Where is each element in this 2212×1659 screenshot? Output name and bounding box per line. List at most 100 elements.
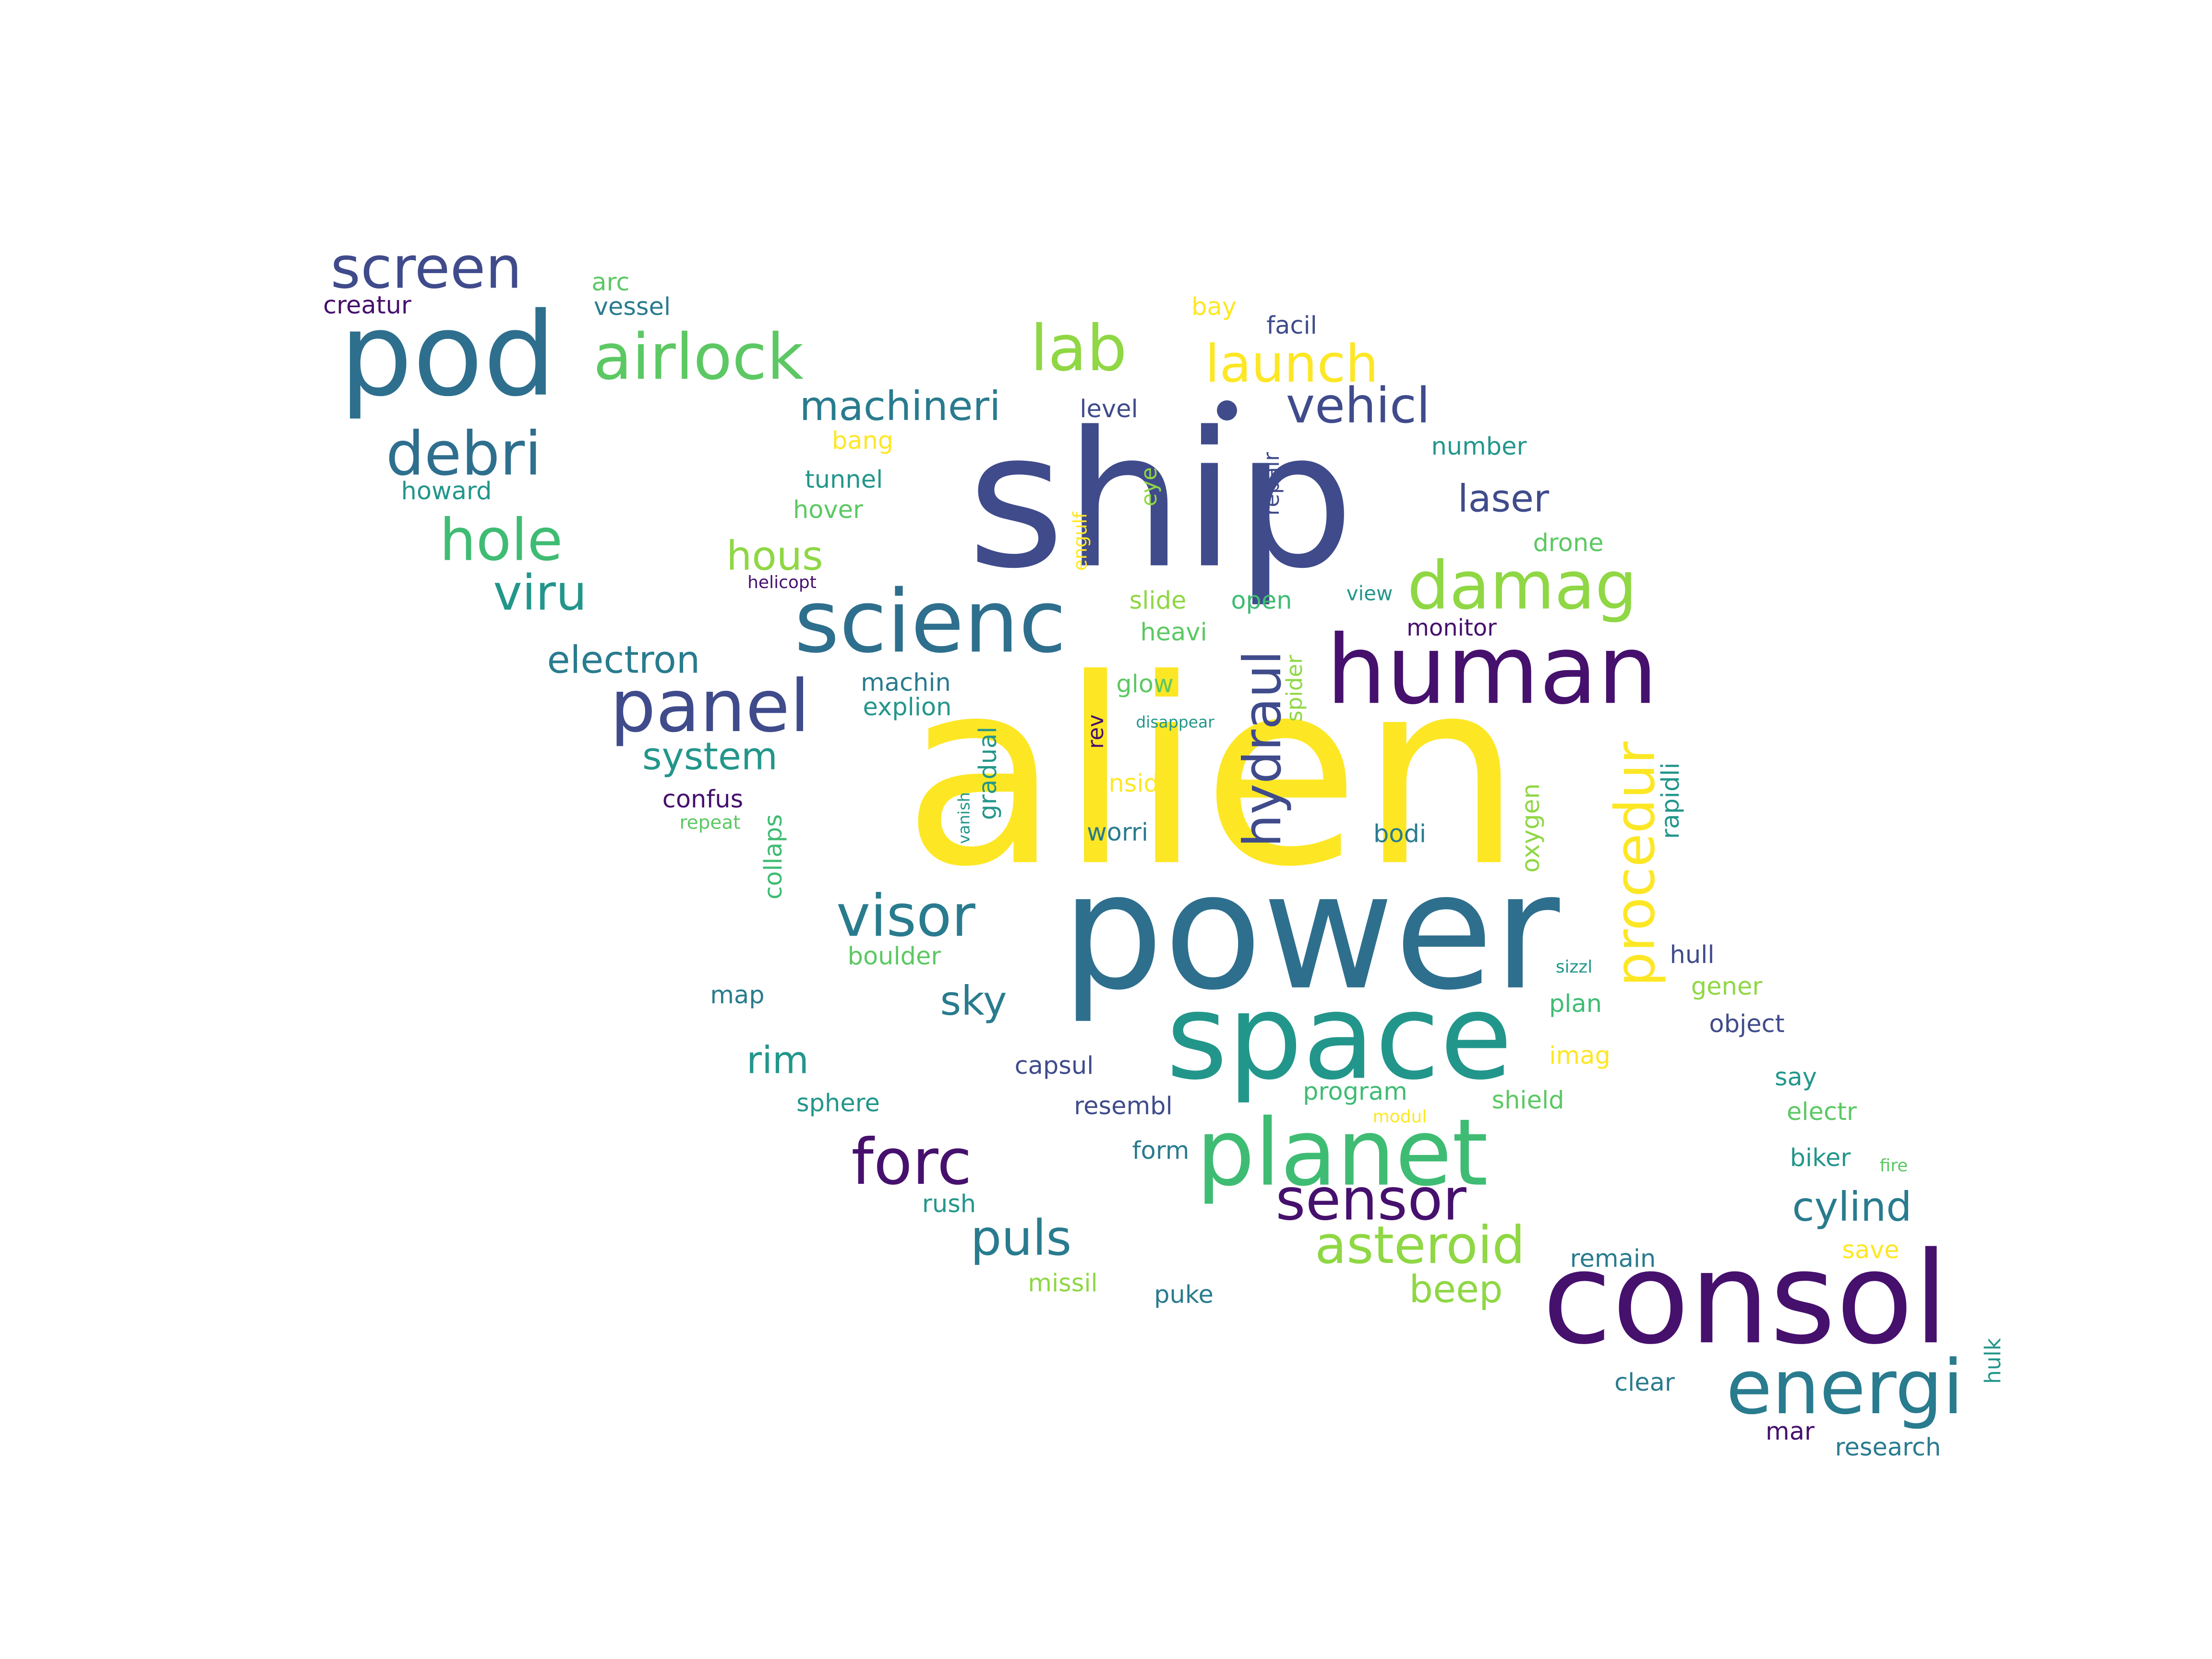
word-slide: slide bbox=[1130, 587, 1187, 615]
word-sensor: sensor bbox=[1275, 1167, 1467, 1234]
word-collaps: collaps bbox=[759, 814, 788, 900]
word-object: object bbox=[1709, 1010, 1784, 1038]
word-hull: hull bbox=[1670, 941, 1715, 969]
word-sphere: sphere bbox=[796, 1089, 880, 1118]
word-arc: arc bbox=[591, 268, 629, 297]
word-vanish: vanish bbox=[955, 792, 974, 844]
word-form: form bbox=[1132, 1137, 1190, 1165]
word-laser: laser bbox=[1458, 477, 1550, 520]
word-creatur: creatur bbox=[323, 291, 411, 320]
word-electron: electron bbox=[547, 638, 700, 682]
word-oxygen: oxygen bbox=[1517, 783, 1545, 873]
word-viru: viru bbox=[493, 565, 587, 622]
word-rapidli: rapidli bbox=[1657, 762, 1685, 839]
word-consol: consol bbox=[1542, 1225, 1948, 1372]
word-fire: fire bbox=[1880, 1156, 1908, 1176]
word-level: level bbox=[1080, 395, 1138, 423]
word-beep: beep bbox=[1409, 1268, 1503, 1311]
word-hole: hole bbox=[440, 507, 563, 574]
word-gradual: gradual bbox=[974, 727, 1002, 820]
word-program: program bbox=[1303, 1078, 1407, 1106]
word-view: view bbox=[1346, 582, 1393, 605]
word-bay: bay bbox=[1191, 293, 1237, 321]
word-modul: modul bbox=[1373, 1107, 1427, 1127]
word-vessel: vessel bbox=[594, 293, 671, 321]
word-biker: biker bbox=[1790, 1144, 1851, 1172]
word-planet: planet bbox=[1196, 1100, 1488, 1207]
word-tunnel: tunnel bbox=[805, 466, 883, 494]
word-say: say bbox=[1775, 1063, 1817, 1092]
word-imag: imag bbox=[1549, 1042, 1610, 1070]
word-hous: hous bbox=[726, 532, 823, 579]
word-remain: remain bbox=[1570, 1245, 1656, 1273]
word-list: alienshippowerconsolspacehumanpodsciencp… bbox=[323, 235, 2006, 1462]
word-save: save bbox=[1842, 1236, 1899, 1264]
word-visor: visor bbox=[836, 883, 975, 950]
word-hydraul: hydraul bbox=[1233, 650, 1293, 847]
word-capsul: capsul bbox=[1015, 1052, 1094, 1080]
word-facil: facil bbox=[1266, 312, 1317, 340]
word-ship: ship bbox=[967, 392, 1354, 610]
word-rim: rim bbox=[746, 1039, 809, 1082]
word-research: research bbox=[1835, 1433, 1941, 1462]
word-monitor: monitor bbox=[1407, 614, 1497, 641]
word-electr: electr bbox=[1787, 1098, 1857, 1126]
word-sizzl: sizzl bbox=[1556, 957, 1593, 977]
word-energi: energi bbox=[1726, 1344, 1964, 1431]
word-puls: puls bbox=[971, 1210, 1072, 1267]
word-disappear: disappear bbox=[1136, 713, 1214, 732]
word-power: power bbox=[1061, 838, 1562, 1026]
word-heavi: heavi bbox=[1140, 618, 1207, 647]
word-spider: spider bbox=[1282, 655, 1307, 722]
word-resembl: resembl bbox=[1074, 1092, 1172, 1120]
word-howard: howard bbox=[401, 477, 492, 505]
word-machin: machin bbox=[861, 669, 951, 697]
word-screen: screen bbox=[331, 235, 522, 302]
word-rush: rush bbox=[922, 1190, 976, 1218]
word-confus: confus bbox=[662, 785, 743, 814]
word-mar: mar bbox=[1766, 1418, 1815, 1446]
word-launch: launch bbox=[1205, 334, 1379, 394]
word-repeat: repeat bbox=[679, 812, 740, 834]
word-plan: plan bbox=[1549, 990, 1602, 1018]
word-glow: glow bbox=[1116, 670, 1173, 698]
word-shield: shield bbox=[1492, 1086, 1564, 1115]
word-engulf: engulf bbox=[1070, 511, 1092, 571]
word-puke: puke bbox=[1154, 1281, 1214, 1309]
word-space: space bbox=[1166, 969, 1513, 1106]
word-panel: panel bbox=[610, 665, 810, 748]
word-lab: lab bbox=[1030, 312, 1127, 385]
word-bodi: bodi bbox=[1373, 820, 1426, 848]
word-procedur: procedur bbox=[1603, 741, 1667, 986]
word-forc: forc bbox=[851, 1125, 972, 1199]
word-worri: worri bbox=[1087, 818, 1148, 847]
word-insid: insid bbox=[1102, 769, 1159, 798]
word-asteroid: asteroid bbox=[1315, 1215, 1525, 1275]
word-vehicl: vehicl bbox=[1286, 377, 1431, 434]
word-map: map bbox=[710, 981, 764, 1010]
word-rev: rev bbox=[1083, 714, 1108, 749]
word-sky: sky bbox=[940, 977, 1007, 1024]
word-airlock: airlock bbox=[593, 320, 804, 394]
word-boulder: boulder bbox=[848, 942, 941, 971]
word-machineri: machineri bbox=[800, 383, 1001, 430]
word-drone: drone bbox=[1533, 529, 1603, 557]
ship-dot-mark bbox=[1217, 400, 1237, 421]
word-helicopt: helicopt bbox=[747, 573, 817, 592]
word-pod: pod bbox=[339, 288, 556, 422]
word-eye: eye bbox=[1136, 467, 1162, 506]
word-bang: bang bbox=[832, 427, 893, 455]
word-damag: damag bbox=[1407, 547, 1637, 625]
word-hover: hover bbox=[793, 496, 863, 524]
word-human: human bbox=[1326, 614, 1658, 725]
word-open: open bbox=[1231, 587, 1292, 615]
word-debri: debri bbox=[386, 419, 541, 489]
word-clear: clear bbox=[1614, 1369, 1675, 1397]
word-missil: missil bbox=[1028, 1269, 1097, 1298]
word-gener: gener bbox=[1691, 973, 1762, 1001]
word-repair: repair bbox=[1259, 452, 1284, 516]
word-cylind: cylind bbox=[1792, 1183, 1911, 1230]
word-alien: alien bbox=[903, 624, 1523, 923]
